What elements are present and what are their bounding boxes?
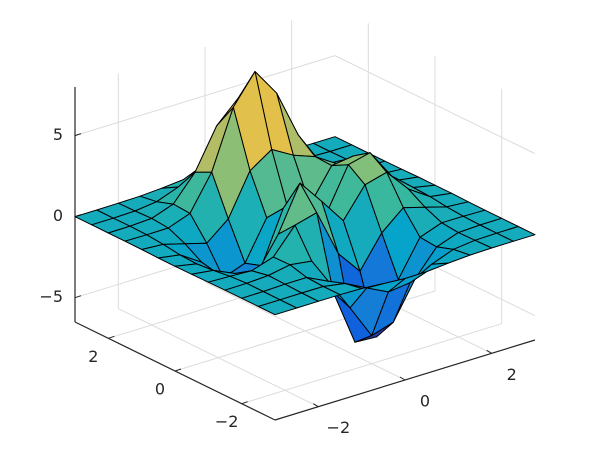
- z-tick: [74, 133, 82, 137]
- x-tick-label: −2: [327, 418, 351, 437]
- z-tick-label: 0: [53, 206, 63, 225]
- grid-line: [334, 55, 536, 155]
- x-tick-label: 2: [507, 365, 517, 384]
- y-tick: [174, 368, 182, 372]
- x-tick: [399, 376, 406, 381]
- z-tick-label: 5: [53, 125, 63, 144]
- y-tick-label: −2: [215, 412, 239, 431]
- y-tick: [241, 401, 248, 405]
- y-tick-label: 2: [88, 347, 98, 366]
- y-tick: [108, 335, 115, 339]
- surface-face: [257, 299, 298, 316]
- y-tick-label: 0: [155, 380, 165, 399]
- z-tick: [74, 295, 82, 299]
- z-tick-label: −5: [39, 287, 63, 306]
- grid-line: [241, 323, 502, 405]
- grid-line: [74, 55, 336, 137]
- x-tick-label: 0: [420, 392, 430, 411]
- x-tick: [486, 349, 492, 354]
- x-tick: [313, 403, 319, 408]
